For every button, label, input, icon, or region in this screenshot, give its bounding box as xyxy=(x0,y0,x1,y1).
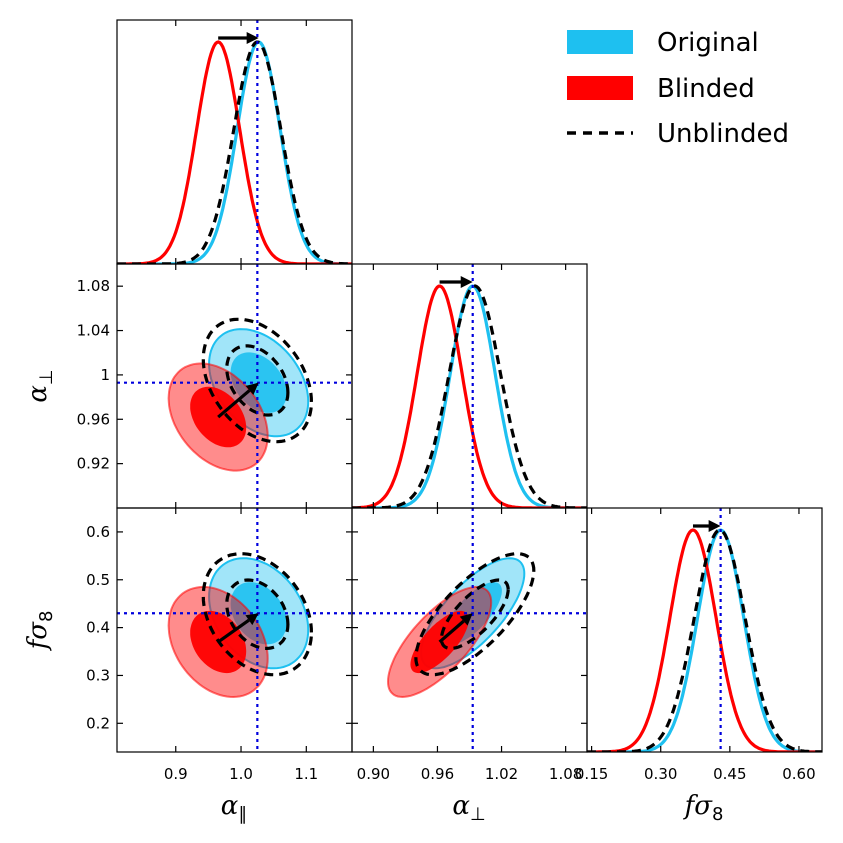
panel-frame xyxy=(351,263,588,509)
density-curve-blinded xyxy=(352,284,587,508)
scatter-panel-apar-aperp xyxy=(116,263,353,509)
diag-panel-apar xyxy=(116,19,353,265)
scatter-panel-aperp-fs8 xyxy=(351,507,588,753)
shift-arrow-head xyxy=(245,382,259,396)
contour-blinded-1sigma xyxy=(410,610,469,674)
legend-label-original: Original xyxy=(657,28,759,58)
contour-unblinded-2sigma xyxy=(414,552,536,677)
contour-unblinded-2sigma xyxy=(201,317,314,444)
shift-arrow-head xyxy=(708,520,721,532)
density-curve-original xyxy=(352,284,587,508)
y-tick-label: 0.5 xyxy=(86,571,110,589)
legend: Original Blinded Unblinded xyxy=(567,28,789,149)
y-tick-label: 0.4 xyxy=(86,619,110,637)
shift-arrow-head xyxy=(460,276,473,288)
x-axis-label-aperp: α⊥ xyxy=(452,791,485,825)
legend-swatch-blinded xyxy=(567,76,633,100)
diag-panel-fs8 xyxy=(586,507,823,753)
x-tick-label: 0.90 xyxy=(357,765,390,783)
density-curve-unblinded xyxy=(117,40,352,264)
contour-unblinded-1sigma xyxy=(439,578,510,651)
shift-arrow-head xyxy=(459,613,473,626)
x-axis-label-fs8: fσ8 xyxy=(683,791,724,825)
x-tick-label: 1.02 xyxy=(485,765,518,783)
y-tick-label: 0.3 xyxy=(86,666,110,684)
x-tick-label: 0.96 xyxy=(421,765,454,783)
x-tick-label: 1.08 xyxy=(549,765,582,783)
x-tick-label: 0.15 xyxy=(575,765,608,783)
y-axis-label-aperp: α⊥ xyxy=(23,369,57,402)
x-axis-label-apar: α∥ xyxy=(221,791,248,825)
y-tick-label: 0.96 xyxy=(77,410,110,428)
x-tick-label: 0.60 xyxy=(782,765,815,783)
y-tick-label: 0.2 xyxy=(86,714,110,732)
shift-arrow xyxy=(217,389,251,419)
y-tick-label: 1.04 xyxy=(77,322,110,340)
x-tick-label: 1.0 xyxy=(229,765,253,783)
x-tick-label: 0.9 xyxy=(164,765,188,783)
density-curve-blinded xyxy=(117,40,352,264)
shift-arrow-head xyxy=(246,32,259,44)
legend-label-unblinded: Unblinded xyxy=(657,119,789,149)
shift-arrow xyxy=(217,618,250,644)
x-tick-label: 0.30 xyxy=(644,765,677,783)
y-tick-label: 0.6 xyxy=(86,523,110,541)
contour-unblinded-1sigma xyxy=(225,578,290,650)
y-axis-label-fs8: fσ8 xyxy=(23,611,57,652)
y-tick-label: 0.92 xyxy=(77,455,110,473)
density-curve-unblinded xyxy=(352,284,587,508)
contour-unblinded-2sigma xyxy=(201,552,314,677)
shift-arrow-head xyxy=(245,613,259,626)
density-curve-original xyxy=(117,40,352,264)
panel-frame xyxy=(351,507,588,753)
scatter-panel-apar-fs8 xyxy=(116,507,353,753)
x-tick-label: 1.1 xyxy=(294,765,318,783)
density-curve-unblinded xyxy=(587,528,822,752)
legend-label-blinded: Blinded xyxy=(657,74,755,104)
y-tick-label: 1 xyxy=(100,366,110,384)
panel-frame xyxy=(586,507,823,753)
x-tick-label: 0.45 xyxy=(713,765,746,783)
diag-panel-aperp xyxy=(351,263,588,509)
y-tick-label: 1.08 xyxy=(77,277,110,295)
legend-swatch-original xyxy=(567,30,633,54)
shift-arrow xyxy=(438,619,465,644)
contour-unblinded-1sigma xyxy=(225,344,290,417)
